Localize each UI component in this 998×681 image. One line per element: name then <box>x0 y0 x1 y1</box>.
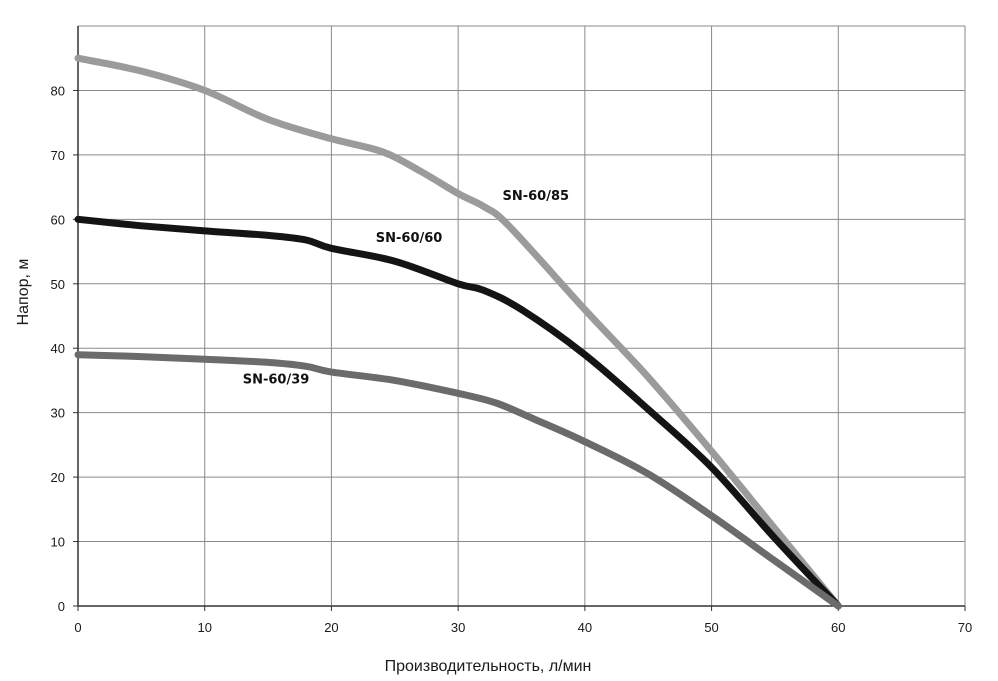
x-tick-label: 70 <box>958 620 972 635</box>
y-tick-label: 50 <box>51 277 65 292</box>
y-tick-label: 70 <box>51 148 65 163</box>
series-line-sn-60-85 <box>74 54 842 610</box>
axes <box>73 26 966 611</box>
y-tick-label: 0 <box>58 599 65 614</box>
series-line-sn-60-60 <box>74 215 842 610</box>
y-tick-label: 20 <box>51 470 65 485</box>
x-tick-label: 10 <box>197 620 211 635</box>
x-tick-label: 40 <box>578 620 592 635</box>
x-tick-label: 30 <box>451 620 465 635</box>
series-labels: SN-60/85 SN-60/60 SN-60/39 <box>243 189 569 388</box>
x-tick-label: 50 <box>704 620 718 635</box>
series-line-sn-60-39 <box>74 351 842 610</box>
x-tick-label: 0 <box>74 620 81 635</box>
x-tick-label: 20 <box>324 620 338 635</box>
y-axis-title: Напор, м <box>15 259 32 326</box>
y-tick-labels: 0 10 20 30 40 50 60 70 80 <box>51 83 65 614</box>
x-tick-labels: 0 10 20 30 40 50 60 70 <box>74 620 972 635</box>
y-tick-label: 40 <box>51 341 65 356</box>
y-tick-label: 80 <box>51 83 65 98</box>
series-lines <box>74 54 842 610</box>
series-label: SN-60/85 <box>502 189 569 204</box>
grid <box>78 25 966 606</box>
x-tick-label: 60 <box>831 620 845 635</box>
y-tick-label: 60 <box>51 212 65 227</box>
x-axis-title: Производительность, л/мин <box>385 658 592 675</box>
y-tick-label: 10 <box>51 535 65 550</box>
series-label: SN-60/39 <box>243 373 310 388</box>
series-label: SN-60/60 <box>376 231 443 246</box>
y-tick-label: 30 <box>51 406 65 421</box>
